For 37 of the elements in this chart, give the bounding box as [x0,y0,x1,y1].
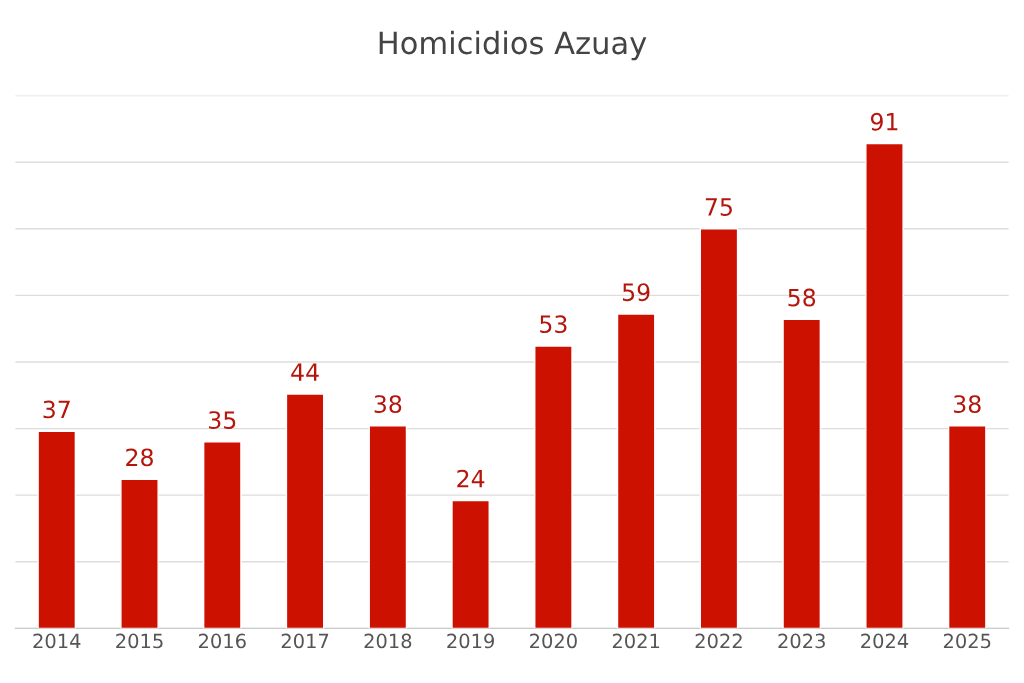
x-tick-label: 2020 [530,633,577,649]
x-tick-label: 2022 [695,633,742,649]
x-tick-label: 2016 [198,633,246,649]
bar [947,425,987,629]
data-label: 38 [954,395,981,414]
x-tick-label: 2025 [943,633,991,649]
bar [202,441,242,629]
x-tick-label: 2024 [861,633,909,649]
data-label: 37 [43,400,70,419]
bar [120,478,159,629]
x-tick-label: 2021 [612,633,660,649]
x-tick-label: 2017 [281,633,329,649]
data-label: 24 [457,469,485,488]
data-label: 35 [209,411,236,429]
x-tick-label: 2015 [116,633,163,649]
chart-title: Homicidios Azuay [379,30,647,61]
data-label: 38 [374,395,402,414]
bar [699,228,739,629]
bar [368,425,408,629]
bar [37,430,77,629]
bar [534,345,573,629]
x-tick-label: 2014 [33,633,81,649]
bar [782,318,822,629]
bar [865,142,904,629]
data-label: 75 [705,198,732,216]
bar [451,499,490,629]
data-label: 53 [540,315,567,334]
data-label: 91 [870,112,898,131]
data-label: 44 [291,363,319,381]
bar [285,393,325,629]
data-label: 59 [622,283,650,302]
x-tick-label: 2019 [447,633,494,649]
data-label: 58 [788,288,816,307]
x-tick-label: 2023 [778,633,825,649]
x-tick-label: 2018 [364,633,412,649]
data-label: 28 [126,448,153,467]
bar [616,313,656,629]
